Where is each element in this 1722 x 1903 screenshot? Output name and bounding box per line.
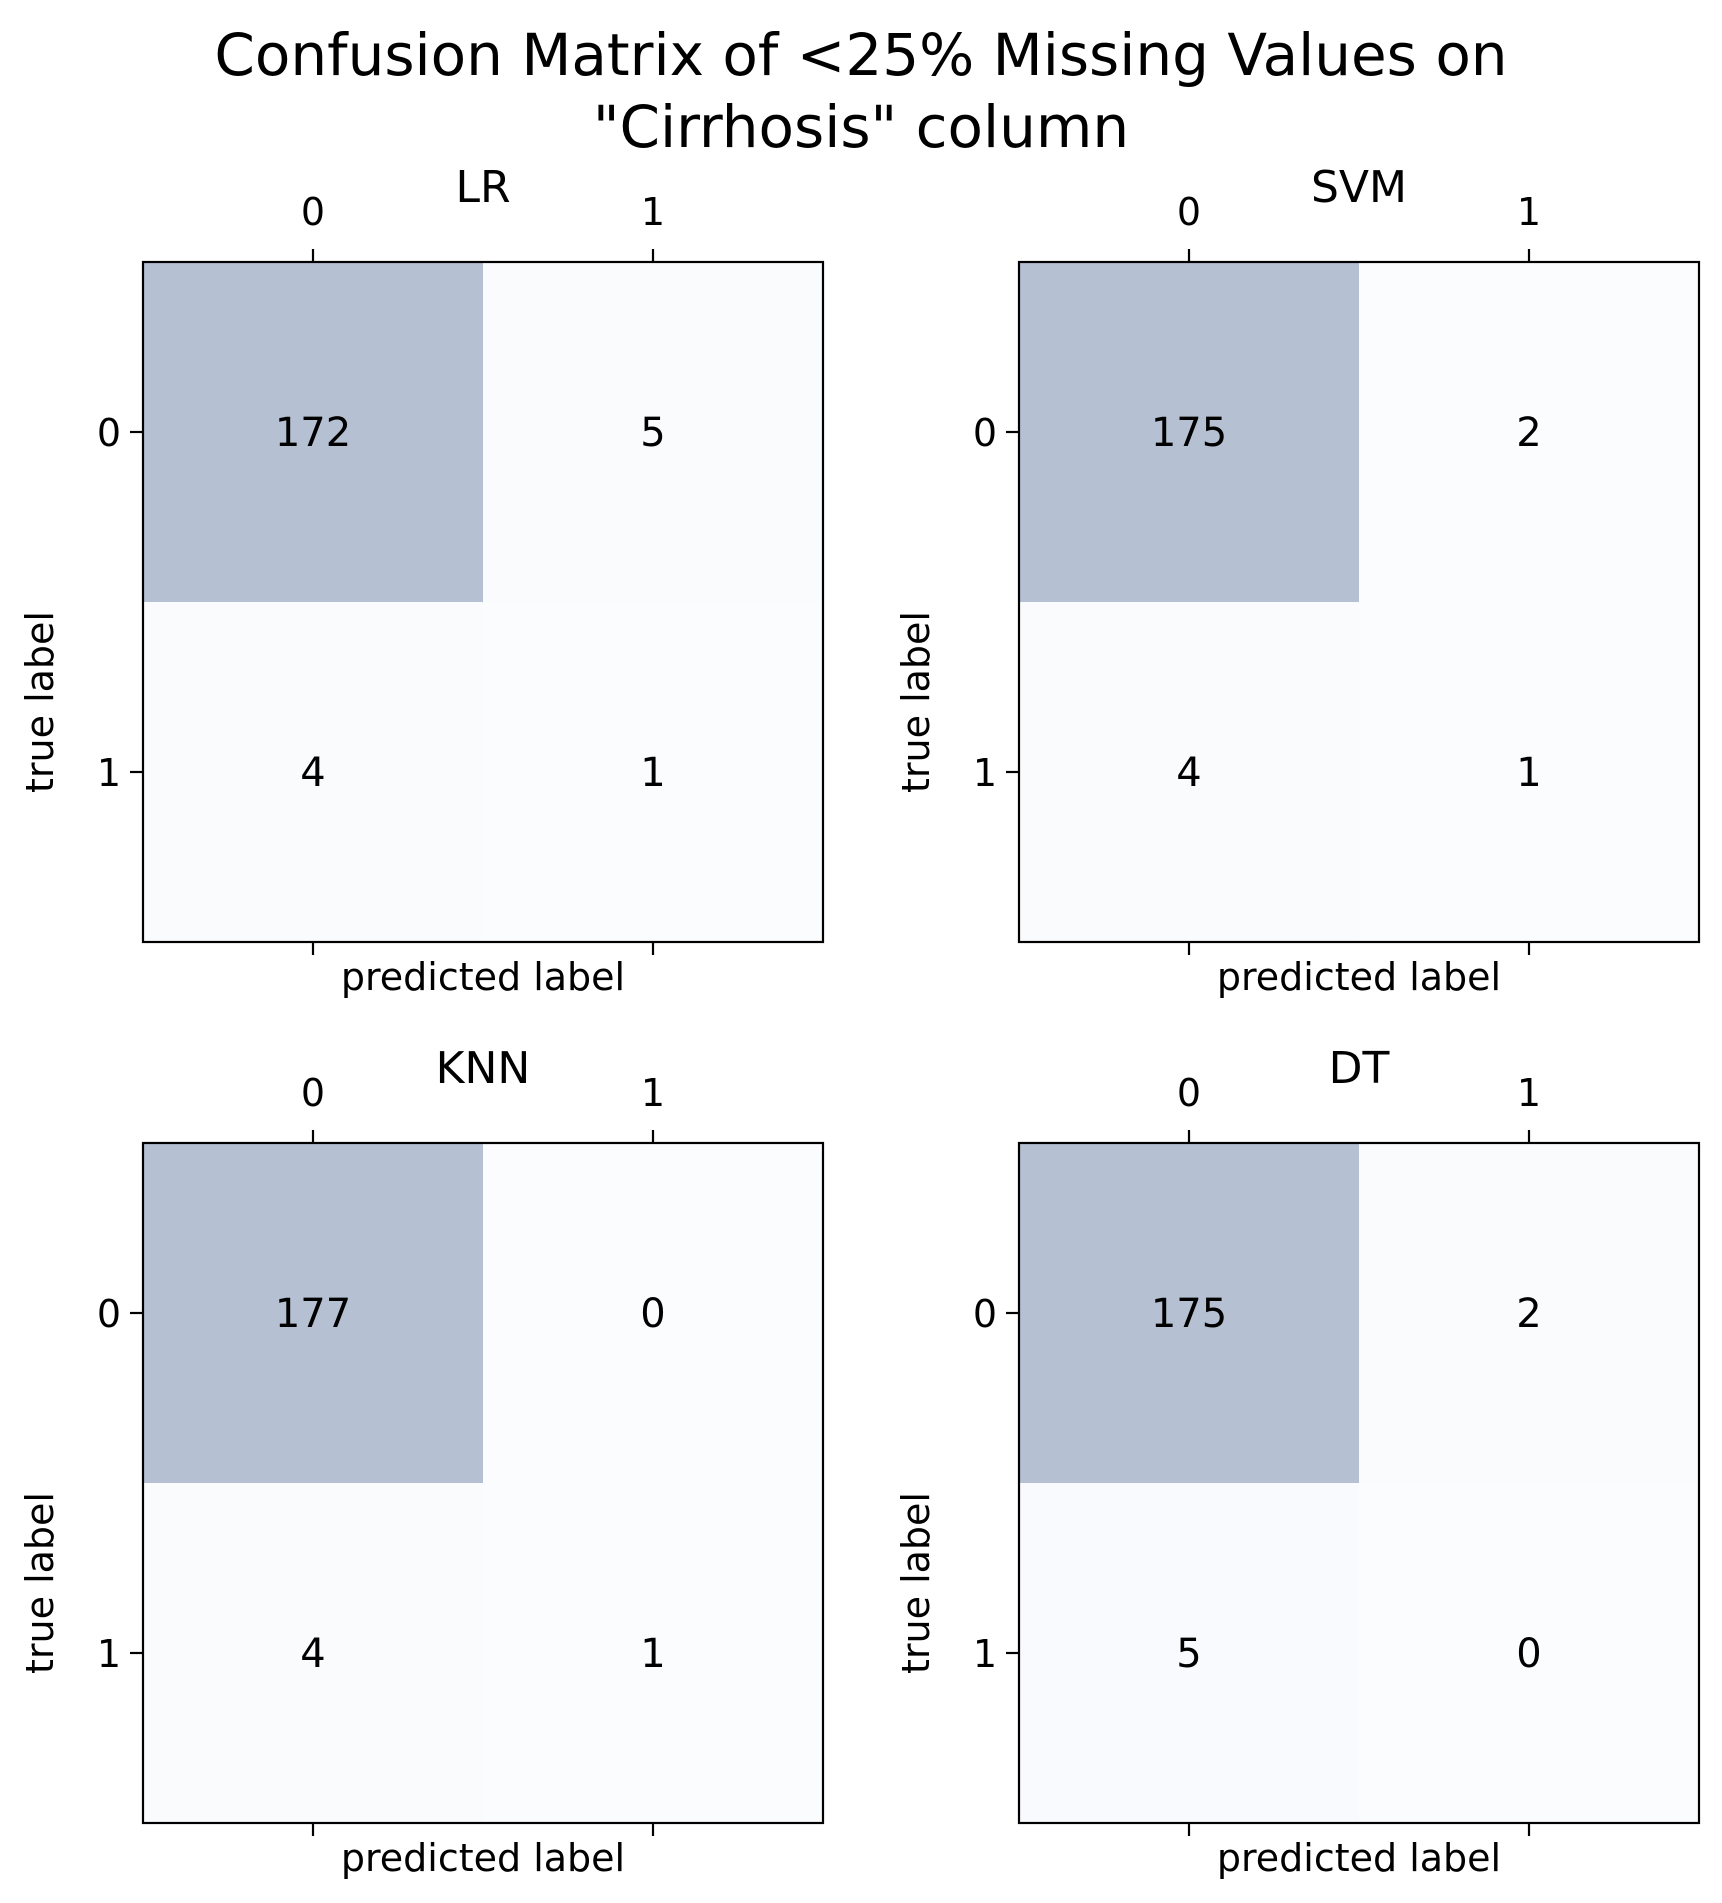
x-tick-label: 0 — [301, 190, 325, 234]
figure-title-line: "Cirrhosis" column — [593, 93, 1129, 161]
x-axis-label: predicted label — [341, 1836, 625, 1880]
cell-value-label: 4 — [300, 750, 325, 796]
panel-title: KNN — [436, 1043, 531, 1094]
cell-value-label: 0 — [1516, 1631, 1541, 1677]
panel-title: DT — [1329, 1043, 1390, 1094]
panel-frame — [141, 260, 825, 944]
cell-value-label: 175 — [1151, 1291, 1227, 1337]
cell-value-label: 5 — [1176, 1631, 1201, 1677]
matrix-cell — [143, 1143, 483, 1483]
panel-dt: 175 2 5 0 0 1 0 1 DT predicted label true label — [894, 1043, 1701, 1880]
cell-value-label: 1 — [640, 750, 665, 796]
matrix-cell — [483, 602, 823, 942]
matrix-cell — [1359, 1143, 1699, 1483]
figure-title-line: Confusion Matrix of <25% Missing Values … — [214, 21, 1507, 89]
panel-lr: 172 5 4 1 0 1 0 1 LR predicted label true label — [18, 162, 825, 999]
matrix-cell — [483, 262, 823, 602]
panel-frame — [141, 1141, 825, 1825]
cell-value-label: 175 — [1151, 410, 1227, 456]
cell-value-label: 2 — [1516, 410, 1541, 456]
cell-value-label: 5 — [640, 410, 665, 456]
cell-value-label: 1 — [640, 1631, 665, 1677]
matrix-cell — [483, 1143, 823, 1483]
y-axis-label: true label — [894, 611, 938, 793]
y-axis-label: true label — [18, 611, 62, 793]
x-tick-label: 1 — [641, 1071, 665, 1115]
cell-value-label: 2 — [1516, 1291, 1541, 1337]
y-tick-label: 1 — [97, 751, 121, 795]
y-tick-label: 0 — [973, 1292, 997, 1336]
x-axis-label: predicted label — [341, 955, 625, 999]
y-tick-label: 0 — [97, 1292, 121, 1336]
cell-value-label: 1 — [1516, 750, 1541, 796]
matrix-cell — [1019, 602, 1359, 942]
x-axis-label: predicted label — [1217, 1836, 1501, 1880]
panel-knn: 177 0 4 1 0 1 0 1 KNN predicted label true label — [18, 1043, 825, 1880]
y-tick-label: 1 — [97, 1632, 121, 1676]
panel-title: LR — [455, 162, 510, 213]
cell-value-label: 0 — [640, 1291, 665, 1337]
panel-frame — [1017, 260, 1701, 944]
matrix-cell — [143, 1483, 483, 1823]
y-axis-label: true label — [18, 1492, 62, 1674]
panel-title: SVM — [1311, 162, 1407, 213]
matrix-cell — [143, 262, 483, 602]
matrix-cell — [1019, 262, 1359, 602]
matrix-cell — [1019, 1483, 1359, 1823]
x-tick-label: 1 — [1517, 190, 1541, 234]
y-tick-label: 0 — [973, 411, 997, 455]
y-tick-label: 1 — [973, 751, 997, 795]
matrix-cell — [1359, 602, 1699, 942]
cell-value-label: 4 — [300, 1631, 325, 1677]
cell-value-label: 4 — [1176, 750, 1201, 796]
cell-value-label: 177 — [275, 1291, 351, 1337]
y-axis-label: true label — [894, 1492, 938, 1674]
x-axis-label: predicted label — [1217, 955, 1501, 999]
matrix-cell — [1359, 262, 1699, 602]
y-tick-label: 1 — [973, 1632, 997, 1676]
figure-title: Confusion Matrix of <25% Missing Values … — [214, 21, 1507, 161]
x-tick-label: 0 — [301, 1071, 325, 1115]
x-tick-label: 0 — [1177, 190, 1201, 234]
matrix-cell — [483, 1483, 823, 1823]
x-tick-label: 0 — [1177, 1071, 1201, 1115]
y-tick-label: 0 — [97, 411, 121, 455]
matrix-cell — [1359, 1483, 1699, 1823]
cell-value-label: 172 — [275, 410, 351, 456]
panel-frame — [1017, 1141, 1701, 1825]
panel-svm: 175 2 4 1 0 1 0 1 SVM predicted label true label — [894, 162, 1701, 999]
x-tick-label: 1 — [641, 190, 665, 234]
matrix-cell — [143, 602, 483, 942]
matrix-cell — [1019, 1143, 1359, 1483]
x-tick-label: 1 — [1517, 1071, 1541, 1115]
